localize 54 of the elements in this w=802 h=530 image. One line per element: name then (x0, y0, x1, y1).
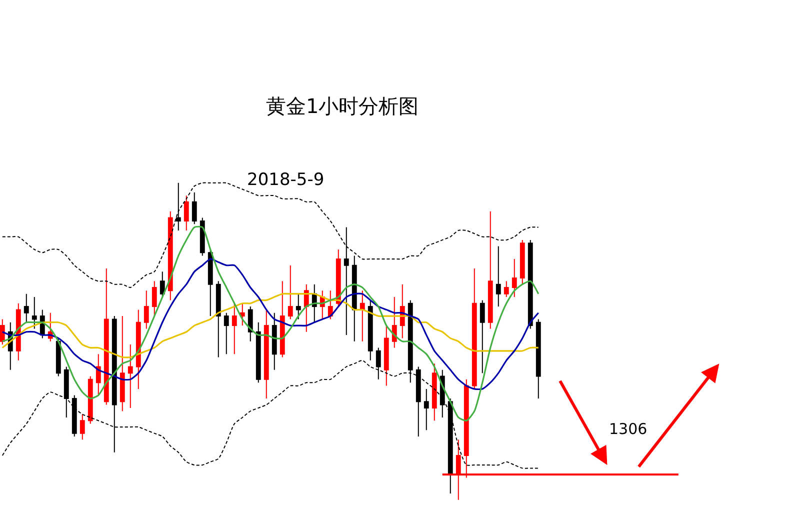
candlestick (504, 280, 509, 298)
candlestick (296, 293, 301, 320)
candlestick (168, 210, 173, 301)
candlestick (352, 255, 357, 342)
candlestick (328, 290, 333, 320)
candlestick (272, 312, 277, 370)
candlestick (264, 309, 269, 399)
candlestick (128, 344, 133, 408)
candlestick (488, 210, 493, 330)
candlestick (480, 300, 485, 374)
candlestick (232, 302, 237, 355)
candlestick (72, 394, 77, 437)
candlestick (528, 239, 533, 330)
candlestick (336, 248, 341, 308)
candlestick (184, 195, 189, 231)
candlestick (96, 354, 101, 396)
candlestick (496, 246, 501, 308)
candlestick (288, 264, 293, 320)
candlestick (120, 316, 125, 412)
candlestick (368, 300, 373, 361)
candlestick (88, 376, 93, 424)
candlestick (360, 290, 365, 342)
candlestick (200, 217, 205, 256)
candlestick (0, 318, 5, 346)
candlestick (256, 322, 261, 384)
text: 1306 (609, 420, 648, 438)
candlestick (248, 306, 253, 342)
candlestick (224, 312, 229, 355)
candlestick (424, 388, 429, 431)
candlestick (304, 284, 309, 332)
candlestick (384, 325, 389, 386)
candlestick (64, 366, 69, 418)
candlestick (472, 268, 477, 390)
candlestick (416, 366, 421, 437)
candlestick (432, 363, 437, 422)
candlestick (512, 258, 517, 298)
candlestick (536, 318, 541, 399)
candlestick (160, 271, 165, 298)
candlestick (240, 302, 245, 326)
candlestick (392, 296, 397, 348)
candlestick (136, 309, 141, 390)
candlestick (280, 280, 285, 358)
candlestick (192, 192, 197, 225)
candlestick (104, 268, 109, 406)
candlestick (144, 290, 149, 330)
candlestick (216, 280, 221, 358)
candlestick (80, 414, 85, 440)
chart-subtitle: 2018-5-9 (247, 170, 324, 190)
candlestick (32, 296, 37, 330)
chart-title: 黄金1小时分析图 (266, 94, 419, 118)
candlestick (152, 280, 157, 317)
candlestick (24, 293, 29, 323)
candlestick (520, 239, 525, 285)
candlestick (208, 248, 213, 317)
